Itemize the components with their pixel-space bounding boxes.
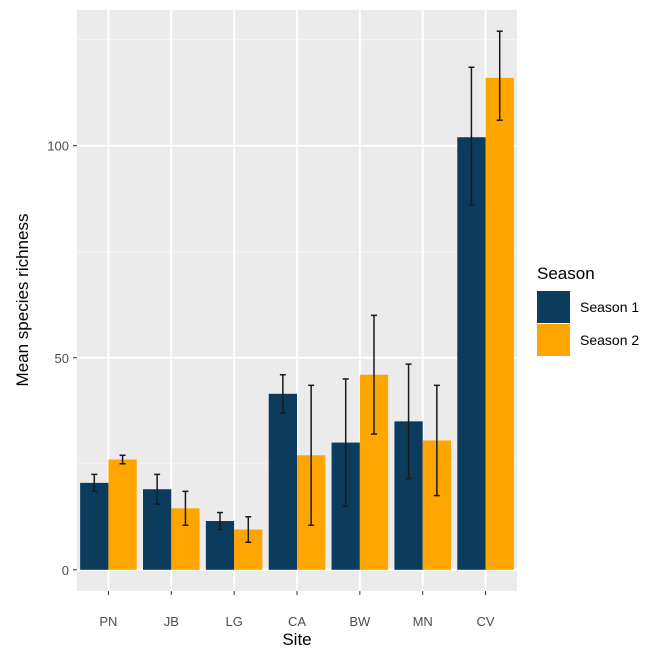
y-tick-label: 0 [62, 563, 69, 578]
legend-label-season-2: Season 2 [580, 332, 639, 348]
y-tick-label: 100 [47, 139, 69, 154]
x-tick-label: BW [349, 614, 371, 629]
bar-season-1-pn [80, 482, 109, 570]
x-axis: PN JB LG CA BW MN CV [99, 591, 495, 629]
legend-label-season-1: Season 1 [580, 299, 639, 315]
x-tick-label: MN [413, 614, 433, 629]
x-tick-label: LG [225, 614, 242, 629]
bars [80, 77, 514, 570]
x-axis-title: Site [282, 630, 311, 649]
x-tick-label: CV [477, 614, 495, 629]
legend: Season Season 1 Season 2 [537, 264, 639, 356]
bar-season-1-cv [457, 137, 486, 570]
legend-title: Season [537, 264, 595, 283]
x-tick-label: CA [288, 614, 306, 629]
y-axis-title: Mean species richness [13, 214, 32, 387]
legend-key-season-1 [537, 291, 570, 323]
y-axis: 0 50 100 [47, 139, 77, 578]
x-tick-label: JB [164, 614, 179, 629]
y-tick-label: 50 [55, 351, 69, 366]
bar-season-2-pn [108, 459, 137, 570]
bar-season-1-ca [268, 393, 297, 570]
bar-season-2-cv [485, 77, 514, 570]
legend-key-season-2 [537, 324, 570, 356]
x-tick-label: PN [99, 614, 117, 629]
error-bars [91, 30, 503, 543]
